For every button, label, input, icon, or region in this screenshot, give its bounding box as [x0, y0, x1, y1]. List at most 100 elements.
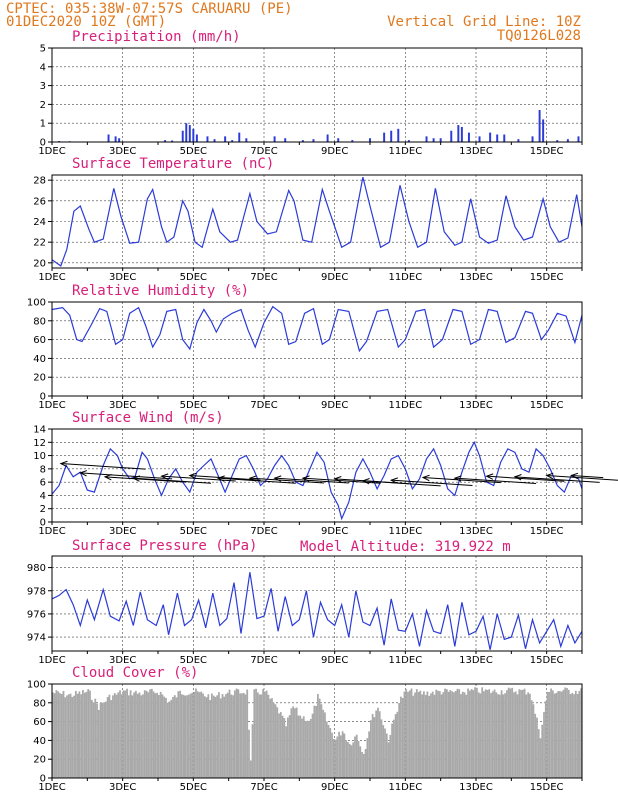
- y-tick-label: 0: [40, 392, 46, 403]
- cloud-bar: [320, 704, 323, 778]
- panel-frame: [51, 683, 583, 779]
- wind-arrow-head: [513, 474, 522, 481]
- cloud-bar: [138, 692, 141, 778]
- cloud-bar: [244, 694, 247, 778]
- cloud-bar: [142, 694, 144, 778]
- cloud-bar: [302, 716, 305, 778]
- cloud-bar: [136, 693, 139, 778]
- cloud-bar: [442, 692, 445, 778]
- x-tick-label: 11DEC: [388, 782, 422, 793]
- cloud-bar: [161, 694, 164, 778]
- wind-arrow-head: [485, 473, 494, 480]
- cloud-bar: [553, 693, 556, 778]
- precip-bar: [195, 134, 198, 142]
- y-tick-label: 6: [40, 478, 46, 489]
- cloud-bar: [209, 700, 211, 778]
- cloud-bar: [188, 694, 190, 778]
- x-tick-label: 3DEC: [109, 655, 136, 666]
- cloud-bar: [55, 690, 58, 778]
- wind-arrow: [486, 475, 565, 482]
- y-tick-label: 24: [33, 217, 46, 228]
- cloud-bar: [133, 692, 136, 778]
- cloud-bar: [85, 691, 88, 778]
- cloud-bar: [248, 729, 250, 778]
- cloud-bar: [288, 715, 291, 778]
- cloud-bar: [541, 724, 544, 778]
- wind-arrow-head: [361, 478, 370, 485]
- precip-bar: [164, 140, 167, 142]
- cloud-bar: [546, 691, 549, 778]
- y-tick-label: 974: [27, 633, 46, 644]
- cloud-bar: [271, 698, 273, 778]
- cloud-bar: [392, 719, 395, 778]
- y-tick-label: 60: [33, 717, 46, 728]
- y-tick-label: 20: [33, 755, 46, 766]
- precip-bar: [181, 130, 184, 142]
- wind-arrow-head: [59, 460, 68, 468]
- cloud-bar: [207, 694, 210, 778]
- y-tick-label: 8: [40, 464, 46, 475]
- series-line: [51, 305, 583, 353]
- precip-bar: [369, 138, 371, 142]
- cloud-bar: [297, 715, 300, 778]
- cloud-bar: [166, 702, 169, 778]
- cloud-bar: [366, 738, 369, 778]
- cloud-bar: [468, 690, 471, 778]
- cloud-bar: [211, 693, 213, 778]
- cloud-bar: [423, 691, 425, 778]
- cloud-bar: [472, 690, 475, 778]
- x-tick-label: 11DEC: [388, 400, 422, 411]
- cloud-bar: [127, 695, 130, 778]
- cloud-bar: [498, 694, 501, 778]
- cloud-bar: [580, 688, 582, 778]
- cloud-bar: [214, 696, 217, 778]
- cloud-bar: [424, 695, 427, 778]
- x-tick-label: 9DEC: [321, 400, 348, 411]
- cloud-bar: [110, 700, 113, 778]
- cloud-bar: [551, 690, 554, 778]
- precip-bar: [439, 138, 442, 142]
- x-tick-label: 9DEC: [321, 526, 348, 537]
- cloud-bar: [520, 689, 522, 778]
- precip-bar: [531, 136, 534, 142]
- cloud-bar: [458, 689, 461, 778]
- cloud-bar: [267, 694, 270, 778]
- cloud-bar: [122, 690, 125, 778]
- cloud-bar: [394, 714, 397, 778]
- cloud-bar: [143, 690, 146, 778]
- x-tick-label: 7DEC: [250, 782, 277, 793]
- wind-arrow-head: [545, 472, 554, 480]
- cloud-bar: [548, 691, 551, 778]
- wind-arrow-head: [421, 474, 430, 482]
- cloud-bar: [437, 690, 439, 778]
- cloud-bar: [219, 698, 222, 778]
- cloud-bar: [352, 742, 355, 778]
- cloud-bar: [430, 693, 432, 778]
- cloud-bar: [286, 717, 289, 778]
- cloud-bar: [52, 692, 54, 778]
- cloud-bar: [479, 693, 482, 778]
- x-tick-label: 9DEC: [321, 655, 348, 666]
- y-tick-label: 60: [33, 335, 46, 346]
- cloud-bar: [135, 690, 137, 778]
- cloud-bar: [500, 690, 503, 778]
- cloud-bar: [391, 723, 393, 778]
- y-tick-label: 978: [27, 586, 46, 597]
- cloud-bar: [435, 689, 438, 778]
- cloud-bar: [513, 692, 515, 778]
- cloud-bar: [233, 690, 236, 778]
- cloud-bar: [345, 740, 348, 778]
- precip-bar: [489, 132, 492, 142]
- cloud-bar: [112, 695, 114, 778]
- precip-bar: [542, 119, 545, 142]
- cloud-bar: [97, 709, 100, 778]
- y-tick-label: 2: [40, 100, 46, 111]
- y-tick-label: 40: [33, 354, 46, 365]
- y-tick-label: 22: [33, 238, 46, 249]
- cloud-bar: [64, 697, 67, 778]
- cloud-bar: [212, 695, 215, 778]
- series-line: [51, 572, 583, 650]
- panel-frame: [51, 555, 583, 652]
- wind-arrow: [274, 477, 349, 484]
